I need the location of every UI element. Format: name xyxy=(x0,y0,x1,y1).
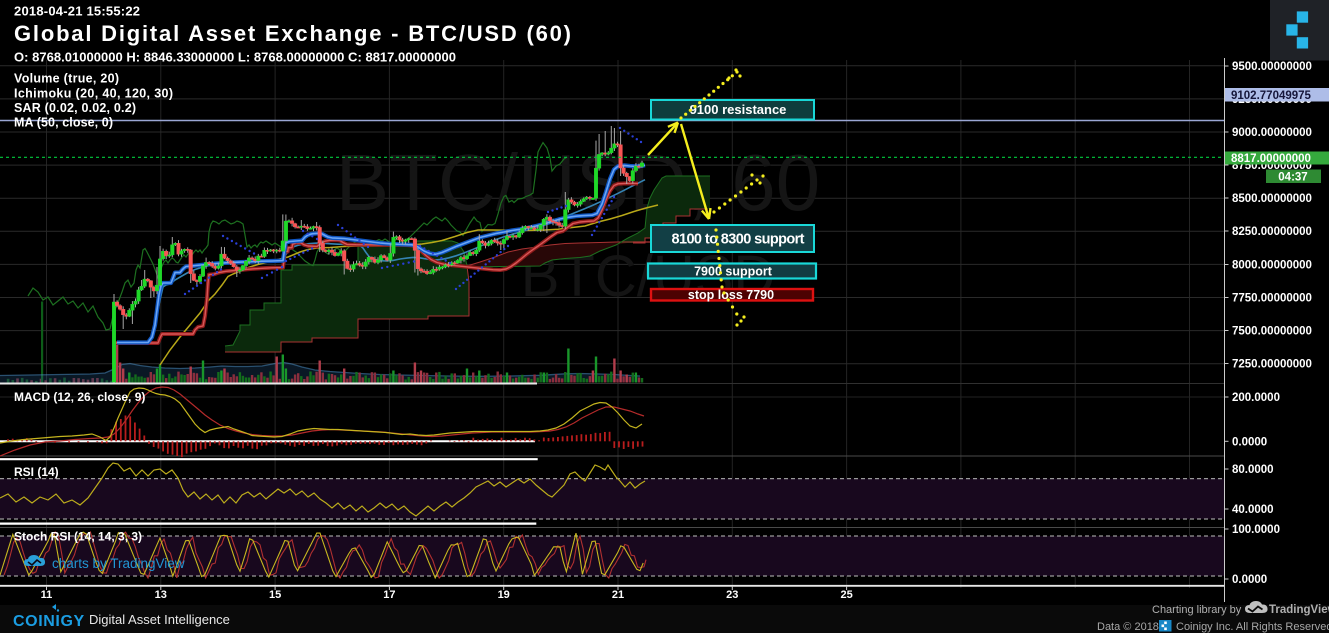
svg-text:MA (50, close, 0): MA (50, close, 0) xyxy=(14,116,113,130)
svg-text:8817.00000000: 8817.00000000 xyxy=(1231,153,1311,165)
svg-text:9500.00000000: 9500.00000000 xyxy=(1232,61,1312,73)
svg-text:100.0000: 100.0000 xyxy=(1232,524,1280,536)
svg-text:Coinigy Inc. All Rights Reserv: Coinigy Inc. All Rights Reserved. xyxy=(1176,621,1329,633)
svg-text:7500.00000000: 7500.00000000 xyxy=(1232,326,1312,338)
svg-text:O: 8768.01000000 H: 8846.33000: O: 8768.01000000 H: 8846.33000000 L: 876… xyxy=(14,50,456,65)
svg-text:80.0000: 80.0000 xyxy=(1232,464,1274,476)
svg-text:SAR (0.02, 0.02, 0.2): SAR (0.02, 0.02, 0.2) xyxy=(14,101,136,115)
svg-text:RSI (14): RSI (14) xyxy=(14,465,59,479)
svg-text:stop loss 7790: stop loss 7790 xyxy=(688,288,774,302)
svg-text:15: 15 xyxy=(269,589,281,601)
svg-text:Digital Asset Intelligence: Digital Asset Intelligence xyxy=(89,612,230,627)
svg-text:charts by TradingView: charts by TradingView xyxy=(52,556,185,571)
svg-text:7750.00000000: 7750.00000000 xyxy=(1232,293,1312,305)
svg-text:8100 to 8300 support: 8100 to 8300 support xyxy=(672,232,805,248)
svg-text:Global Digital Asset Exchange: Global Digital Asset Exchange - BTC/USD … xyxy=(14,21,571,46)
svg-text:9000.00000000: 9000.00000000 xyxy=(1232,127,1312,139)
svg-text:COINIGY: COINIGY xyxy=(13,613,85,630)
svg-text:25: 25 xyxy=(840,589,852,601)
svg-text:9102.77049975: 9102.77049975 xyxy=(1231,90,1312,102)
svg-text:8500.00000000: 8500.00000000 xyxy=(1232,193,1312,205)
svg-text:0.0000: 0.0000 xyxy=(1232,574,1267,586)
svg-text:17: 17 xyxy=(383,589,395,601)
svg-text:Volume (true, 20): Volume (true, 20) xyxy=(14,72,119,86)
svg-text:7900 support: 7900 support xyxy=(694,265,773,279)
svg-text:Data © 2018: Data © 2018 xyxy=(1097,621,1159,633)
svg-text:04:37: 04:37 xyxy=(1278,172,1307,184)
svg-text:Stoch RSI (14, 14, 3, 3): Stoch RSI (14, 14, 3, 3) xyxy=(14,530,142,544)
svg-text:23: 23 xyxy=(726,589,738,601)
svg-text:BTC/USD, 60: BTC/USD, 60 xyxy=(336,138,821,227)
svg-text:11: 11 xyxy=(41,589,53,601)
svg-text:200.0000: 200.0000 xyxy=(1232,392,1280,404)
svg-text:2018-04-21 15:55:22: 2018-04-21 15:55:22 xyxy=(14,4,140,19)
svg-text:21: 21 xyxy=(612,589,624,601)
svg-text:8000.00000000: 8000.00000000 xyxy=(1232,260,1312,272)
svg-text:Charting library by: Charting library by xyxy=(1152,604,1242,616)
svg-text:MACD (12, 26, close, 9): MACD (12, 26, close, 9) xyxy=(14,390,145,404)
svg-text:TradingView: TradingView xyxy=(1269,604,1329,616)
svg-text:8250.00000000: 8250.00000000 xyxy=(1232,226,1312,238)
svg-text:9100 resistance: 9100 resistance xyxy=(690,102,787,117)
svg-text:13: 13 xyxy=(155,589,167,601)
svg-text:0.0000: 0.0000 xyxy=(1232,436,1267,448)
svg-text:40.0000: 40.0000 xyxy=(1232,504,1274,516)
svg-text:7250.00000000: 7250.00000000 xyxy=(1232,359,1312,371)
svg-text:19: 19 xyxy=(498,589,510,601)
svg-text:Ichimoku (20, 40, 120, 30): Ichimoku (20, 40, 120, 30) xyxy=(14,87,173,101)
